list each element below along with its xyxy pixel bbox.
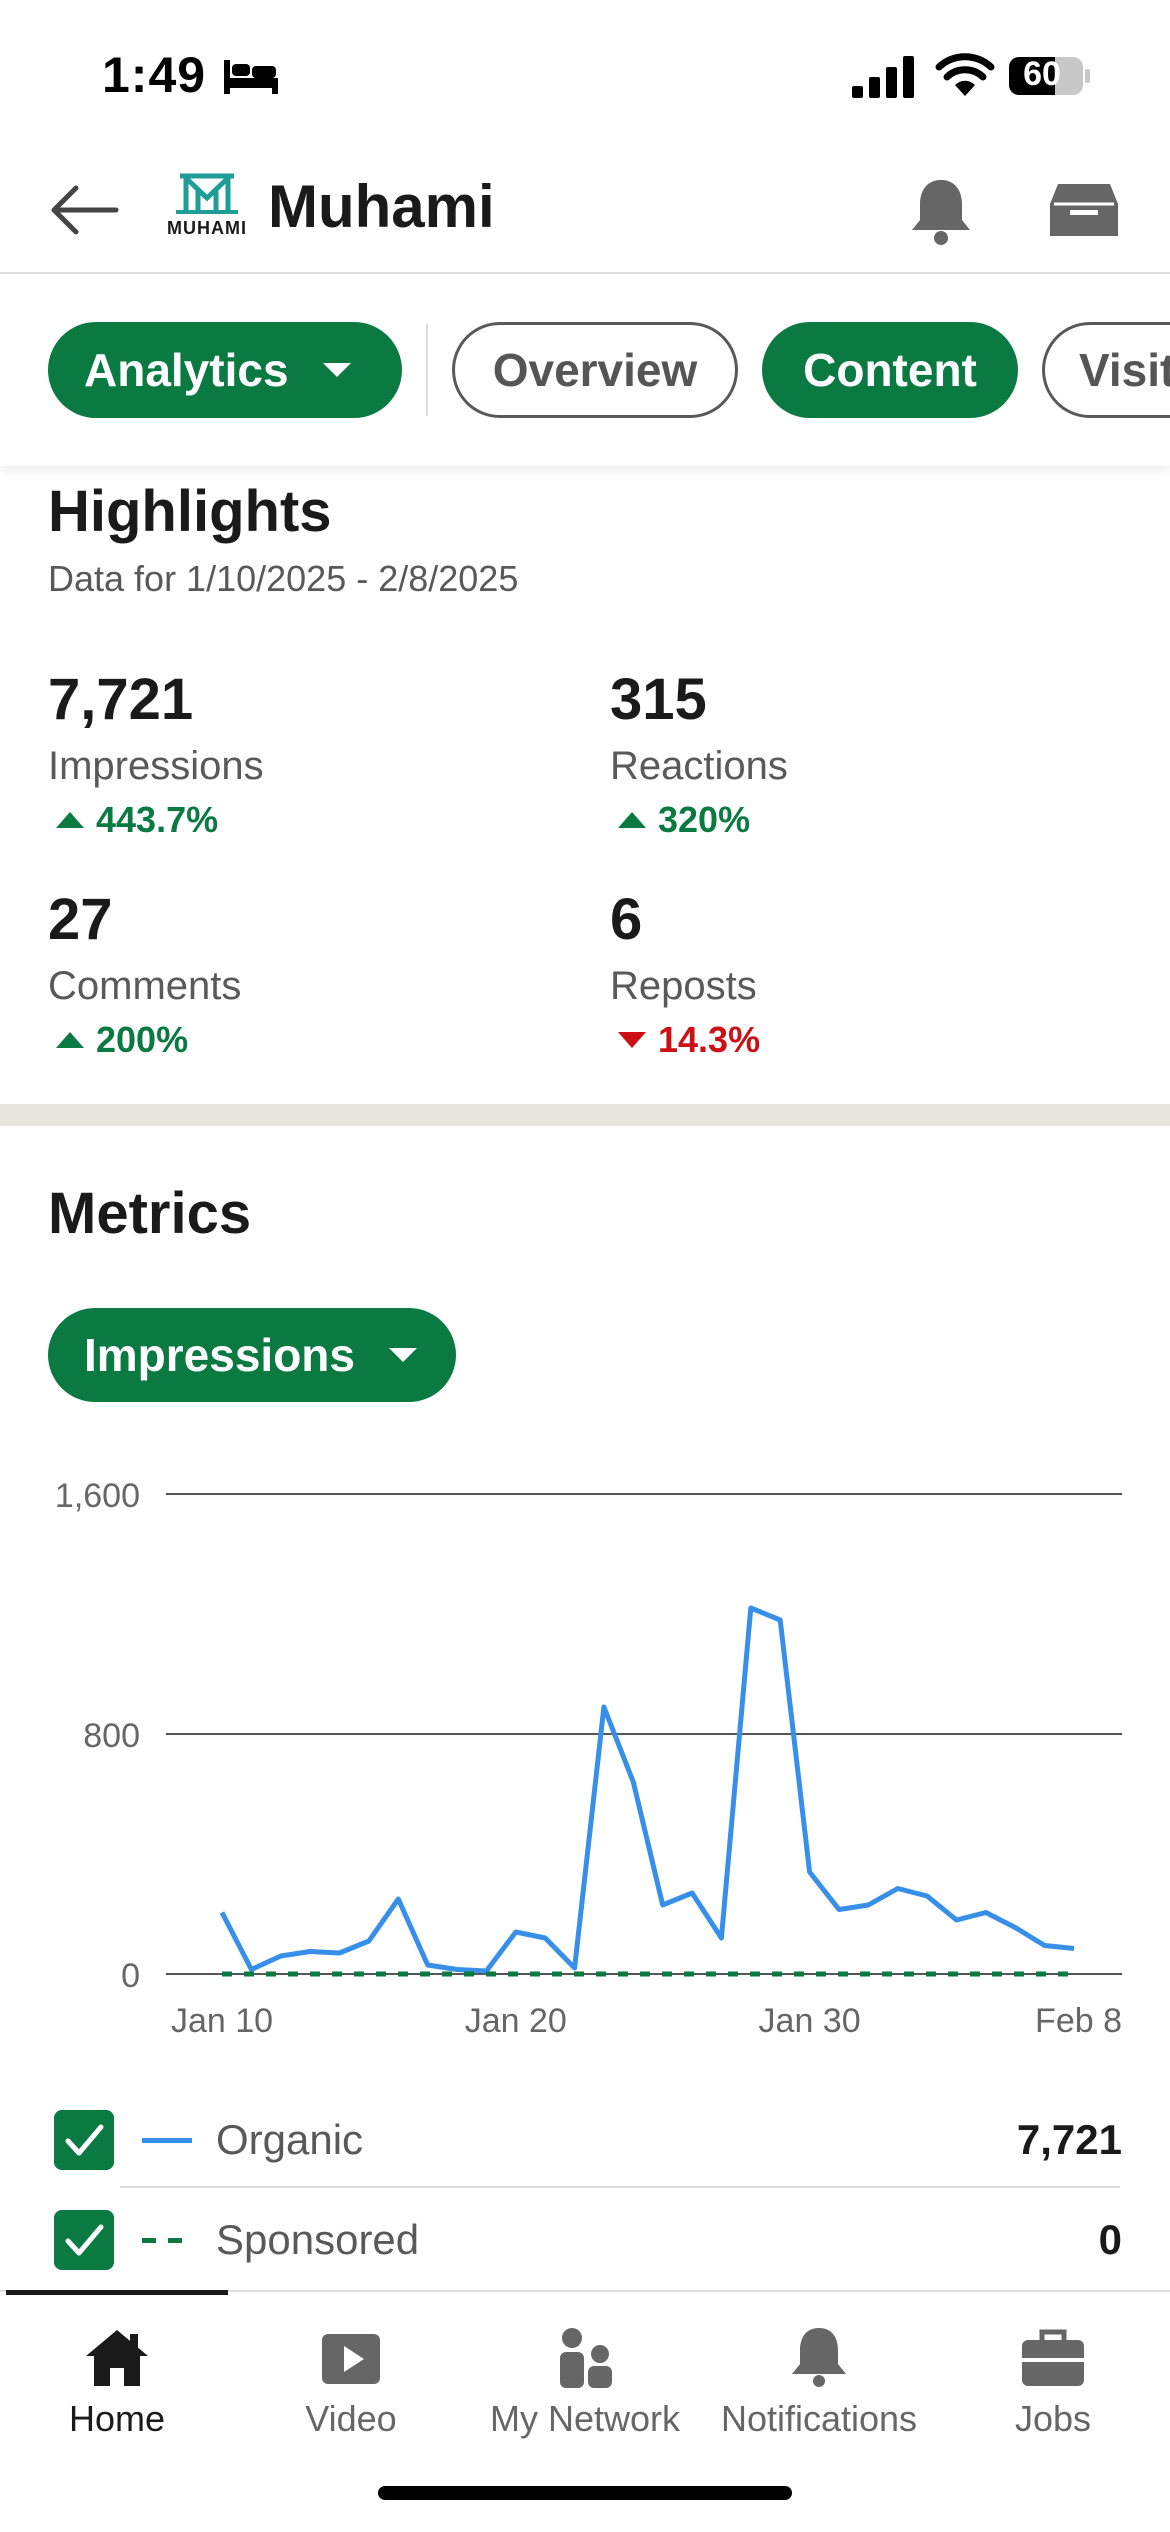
metric-type-label: Impressions [84, 1329, 355, 1381]
tab-overview[interactable]: Overview [452, 322, 738, 418]
wifi-icon [935, 53, 995, 96]
stat-change: 14.3% [610, 1018, 760, 1062]
company-logo[interactable]: MUHAMI [158, 172, 256, 238]
nav-notifications[interactable]: Notifications [702, 2312, 936, 2442]
stat-reposts[interactable]: 6 Reposts 14.3% [610, 888, 760, 1062]
legend-label: Sponsored [216, 2216, 420, 2263]
highlights-title: Highlights [48, 479, 332, 544]
inbox-icon[interactable] [1048, 180, 1120, 240]
briefcase-icon [1022, 2329, 1084, 2386]
stat-comments[interactable]: 27 Comments 200% [48, 888, 241, 1062]
video-icon [322, 2334, 380, 2384]
nav-jobs[interactable]: Jobs [936, 2312, 1170, 2442]
tab-divider [426, 324, 428, 416]
nav-label: Home [68, 2398, 166, 2439]
impressions-line-chart: 0 800 1,600 Jan 10 Jan 20 Jan 30 Feb 8 [55, 1477, 1122, 2040]
x-tick-label: Jan 10 [171, 2002, 273, 2040]
y-tick-label: 1,600 [55, 1477, 140, 1515]
caret-down-icon [322, 363, 351, 377]
logo-text: MUHAMI [167, 218, 247, 238]
nav-video[interactable]: Video [234, 2312, 468, 2442]
metrics-title: Metrics [48, 1181, 252, 1246]
legend-value: 0 [1098, 2216, 1122, 2263]
tab-visitors[interactable]: Visitors [1042, 322, 1170, 418]
status-bar: 1:49 60 [0, 0, 1170, 150]
stat-label: Reposts [610, 964, 757, 1008]
section-divider [0, 1104, 1170, 1126]
stat-value: 7,721 [48, 667, 194, 732]
home-indicator[interactable] [378, 2486, 792, 2500]
bell-icon[interactable] [908, 176, 974, 246]
legend-value: 7,721 [1016, 2116, 1122, 2163]
tab-overview-label: Overview [492, 344, 698, 396]
nav-home[interactable]: Home [0, 2312, 234, 2442]
x-tick-label: Feb 8 [1035, 2002, 1122, 2040]
stat-reactions[interactable]: 315 Reactions 320% [610, 668, 788, 842]
legend-label: Organic [216, 2116, 364, 2163]
highlights-date-range: Data for 1/10/2025 - 2/8/2025 [48, 558, 519, 599]
home-icon [86, 2330, 148, 2386]
y-tick-label: 0 [121, 1957, 140, 1995]
trend-up-icon [56, 812, 84, 828]
checkbox-checked-icon[interactable] [54, 2110, 114, 2170]
stat-label: Comments [48, 964, 242, 1008]
series-line-organic [219, 1605, 1075, 1974]
x-tick-label: Jan 30 [759, 2002, 861, 2040]
back-arrow-icon[interactable] [46, 180, 122, 240]
stat-impressions[interactable]: 7,721 Impressions 443.7% [48, 668, 264, 842]
stat-change: 320% [610, 798, 788, 842]
trend-up-icon [56, 1032, 84, 1048]
stat-label: Reactions [610, 744, 788, 788]
active-tab-indicator [6, 2290, 228, 2295]
nav-label: Video [305, 2398, 397, 2439]
tab-content[interactable]: Content [762, 322, 1018, 418]
stat-change: 443.7% [48, 798, 264, 842]
stat-value: 27 [48, 887, 113, 952]
stat-value: 6 [610, 887, 643, 952]
bell-icon [792, 2328, 846, 2387]
analytics-tabs: Analytics Overview Content Visitors [0, 276, 1170, 466]
company-name[interactable]: Muhami [268, 173, 495, 240]
checkbox-checked-icon[interactable] [54, 2210, 114, 2270]
tab-analytics-label: Analytics [84, 344, 289, 396]
dashed-line-swatch-icon [142, 2238, 182, 2243]
battery-icon [1009, 57, 1090, 95]
solid-line-swatch-icon [142, 2138, 192, 2143]
trend-down-icon [618, 1032, 646, 1048]
tab-analytics-dropdown[interactable]: Analytics [48, 322, 402, 418]
status-time: 1:49 [102, 47, 207, 103]
tab-visitors-label: Visitors [1079, 344, 1170, 396]
cellular-signal-icon [852, 56, 914, 98]
stat-label: Impressions [48, 744, 264, 788]
legend-row-organic[interactable]: Organic 7,721 [0, 2090, 1170, 2190]
network-icon [560, 2328, 612, 2388]
x-tick-label: Jan 20 [465, 2002, 567, 2040]
nav-my-network[interactable]: My Network [468, 2312, 702, 2442]
legend-divider [120, 2186, 1120, 2188]
bed-icon [224, 60, 278, 94]
y-tick-label: 800 [83, 1717, 140, 1755]
legend-row-sponsored[interactable]: Sponsored 0 [0, 2190, 1170, 2290]
stat-value: 315 [610, 667, 707, 732]
battery-level: 60 [1023, 55, 1061, 93]
stat-change: 200% [48, 1018, 241, 1062]
logo-mark-icon [176, 173, 238, 214]
caret-down-icon [389, 1348, 417, 1362]
nav-label: Notifications [720, 2398, 918, 2439]
page-header: MUHAMI Muhami [0, 150, 1170, 274]
nav-label: Jobs [1014, 2398, 1092, 2439]
nav-label: My Network [489, 2398, 681, 2439]
metric-type-dropdown[interactable]: Impressions [48, 1308, 456, 1402]
trend-up-icon [618, 812, 646, 828]
tab-content-label: Content [803, 344, 977, 396]
